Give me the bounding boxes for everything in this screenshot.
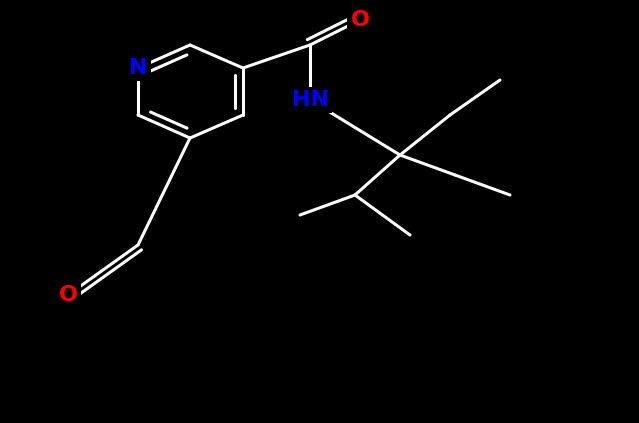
Text: O: O — [351, 10, 369, 30]
Text: N: N — [128, 58, 147, 78]
Text: HN: HN — [291, 90, 328, 110]
Text: O: O — [59, 285, 77, 305]
